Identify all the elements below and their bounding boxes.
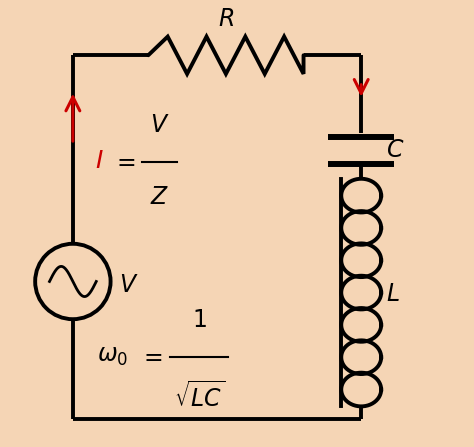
Text: $V$: $V$	[119, 274, 139, 297]
Text: $I$: $I$	[95, 150, 104, 173]
Text: $R$: $R$	[218, 8, 234, 31]
Text: $1$: $1$	[192, 309, 207, 333]
Text: $=$: $=$	[138, 346, 163, 368]
Text: $Z$: $Z$	[150, 186, 169, 209]
Text: $=$: $=$	[112, 150, 136, 173]
Text: $\omega_0$: $\omega_0$	[97, 346, 128, 368]
Text: $\sqrt{LC}$: $\sqrt{LC}$	[173, 381, 225, 412]
Text: $C$: $C$	[386, 139, 404, 162]
Text: $V$: $V$	[150, 114, 169, 137]
Text: $L$: $L$	[386, 283, 400, 306]
